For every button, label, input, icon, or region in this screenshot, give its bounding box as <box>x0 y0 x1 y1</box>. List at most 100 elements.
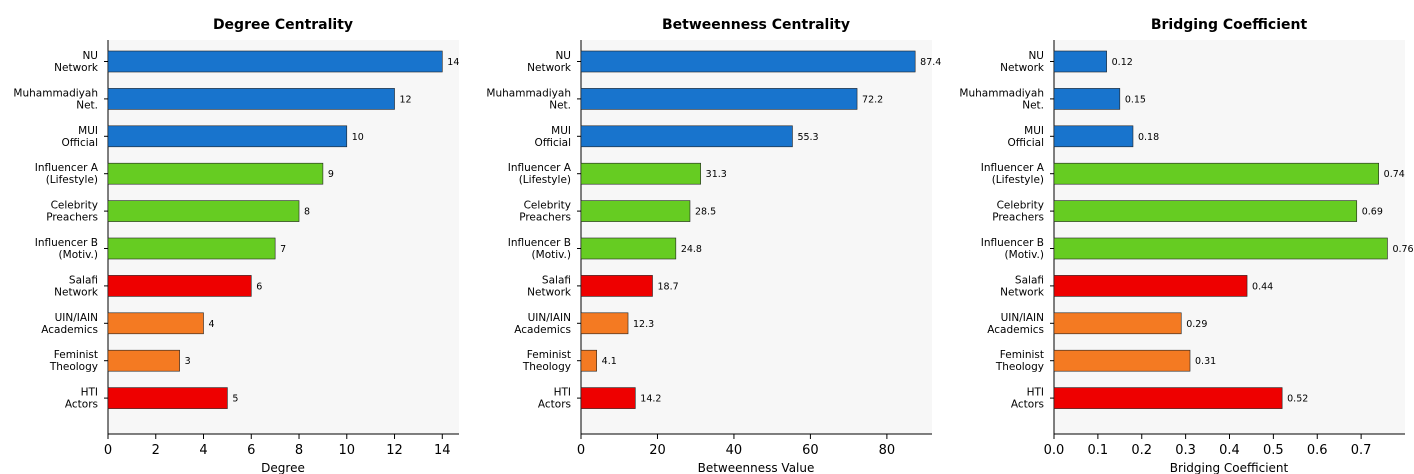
value-label: 0.31 <box>1195 356 1216 367</box>
category-label: Salafi <box>542 274 571 286</box>
category-label: Influencer A <box>35 162 99 174</box>
x-tick-label: 0.1 <box>1088 443 1109 458</box>
x-axis-label: Bridging Coefficient <box>1170 461 1289 474</box>
bar <box>107 88 395 110</box>
category-label: Salafi <box>69 274 98 286</box>
x-tick-label: 80 <box>879 443 896 458</box>
bar <box>107 125 348 148</box>
value-label: 0.76 <box>1392 244 1413 255</box>
x-tick-label: 0.6 <box>1307 443 1328 458</box>
bridging-coefficient-chart: Bridging Coefficient Bridging Coefficien… <box>959 17 1413 474</box>
category-label: Network <box>54 286 99 298</box>
value-label: 8 <box>304 207 310 218</box>
x-tick-label: 0 <box>577 443 585 458</box>
category-label: Preachers <box>992 212 1044 224</box>
category-label: Theology <box>995 361 1044 373</box>
value-label: 0.44 <box>1252 281 1273 292</box>
category-label: UIN/IAIN <box>55 312 98 324</box>
bar <box>1053 125 1134 148</box>
category-label: (Motiv.) <box>59 249 98 261</box>
category-label: Influencer A <box>981 162 1045 174</box>
bar <box>1053 200 1358 222</box>
value-label: 0.12 <box>1112 57 1133 68</box>
x-tick-label: 60 <box>802 443 819 458</box>
value-label: 6 <box>256 281 262 292</box>
category-label: HTI <box>554 387 571 399</box>
bar <box>1053 349 1191 372</box>
category-label: Actors <box>538 399 571 411</box>
value-label: 14 <box>447 57 459 68</box>
category-label: Academics <box>514 324 571 336</box>
category-label: (Motiv.) <box>1005 249 1044 261</box>
bar <box>107 312 204 335</box>
category-label: Influencer A <box>508 162 572 174</box>
value-label: 18.7 <box>658 281 679 292</box>
x-tick-label: 0.2 <box>1131 443 1152 458</box>
value-label: 0.74 <box>1384 169 1405 180</box>
value-label: 4.1 <box>602 356 617 367</box>
category-label: (Lifestyle) <box>992 174 1044 186</box>
category-label: (Lifestyle) <box>519 174 571 186</box>
x-tick-label: 10 <box>339 443 356 458</box>
category-label: Network <box>527 62 572 74</box>
category-label: Net. <box>76 99 98 111</box>
chart-title: Betweenness Centrality <box>662 17 850 33</box>
bar <box>107 50 443 73</box>
category-label: Muhammadiyah <box>13 87 98 99</box>
category-label: MUI <box>78 125 98 137</box>
x-tick-label: 0.4 <box>1219 443 1240 458</box>
bar <box>107 237 276 260</box>
bar <box>107 349 180 372</box>
bar <box>107 387 228 409</box>
category-label: Preachers <box>46 212 98 224</box>
bar <box>580 162 701 185</box>
bar <box>1053 50 1107 73</box>
category-label: Network <box>1000 62 1045 74</box>
bar <box>107 200 300 222</box>
category-label: Network <box>54 62 99 74</box>
category-label: Influencer B <box>508 237 571 249</box>
bar <box>580 237 677 260</box>
category-label: Preachers <box>519 212 571 224</box>
value-label: 3 <box>185 356 191 367</box>
category-label: MUI <box>1024 125 1044 137</box>
x-tick-label: 6 <box>247 443 255 458</box>
x-tick-label: 14 <box>434 443 451 458</box>
x-tick-label: 0.0 <box>1044 443 1065 458</box>
category-label: NU <box>82 50 98 62</box>
bar <box>1053 88 1121 110</box>
category-label: NU <box>555 50 571 62</box>
bar <box>1053 387 1283 409</box>
category-label: Network <box>1000 286 1045 298</box>
category-label: (Lifestyle) <box>46 174 98 186</box>
value-label: 0.18 <box>1138 132 1159 143</box>
x-tick-label: 2 <box>152 443 160 458</box>
x-tick-label: 40 <box>726 443 743 458</box>
category-label: Muhammadiyah <box>959 87 1044 99</box>
category-label: UIN/IAIN <box>528 312 571 324</box>
category-label: Salafi <box>1015 274 1044 286</box>
category-label: Feminist <box>54 349 98 361</box>
bar <box>1053 162 1379 185</box>
category-label: NU <box>1028 50 1044 62</box>
category-label: Muhammadiyah <box>486 87 571 99</box>
bar <box>580 88 858 110</box>
value-label: 7 <box>280 244 286 255</box>
value-label: 28.5 <box>695 207 716 218</box>
value-label: 12.3 <box>633 319 654 330</box>
bar <box>580 312 629 335</box>
value-label: 24.8 <box>681 244 702 255</box>
category-label: Net. <box>1022 99 1044 111</box>
category-label: HTI <box>81 387 98 399</box>
bar <box>580 387 636 409</box>
bar <box>1053 237 1388 260</box>
bar <box>580 50 916 73</box>
value-label: 5 <box>232 394 238 405</box>
category-label: Official <box>535 137 571 149</box>
value-label: 9 <box>328 169 334 180</box>
bar <box>580 200 691 222</box>
category-label: Celebrity <box>997 200 1044 212</box>
bar <box>580 125 793 148</box>
bar <box>107 275 252 297</box>
